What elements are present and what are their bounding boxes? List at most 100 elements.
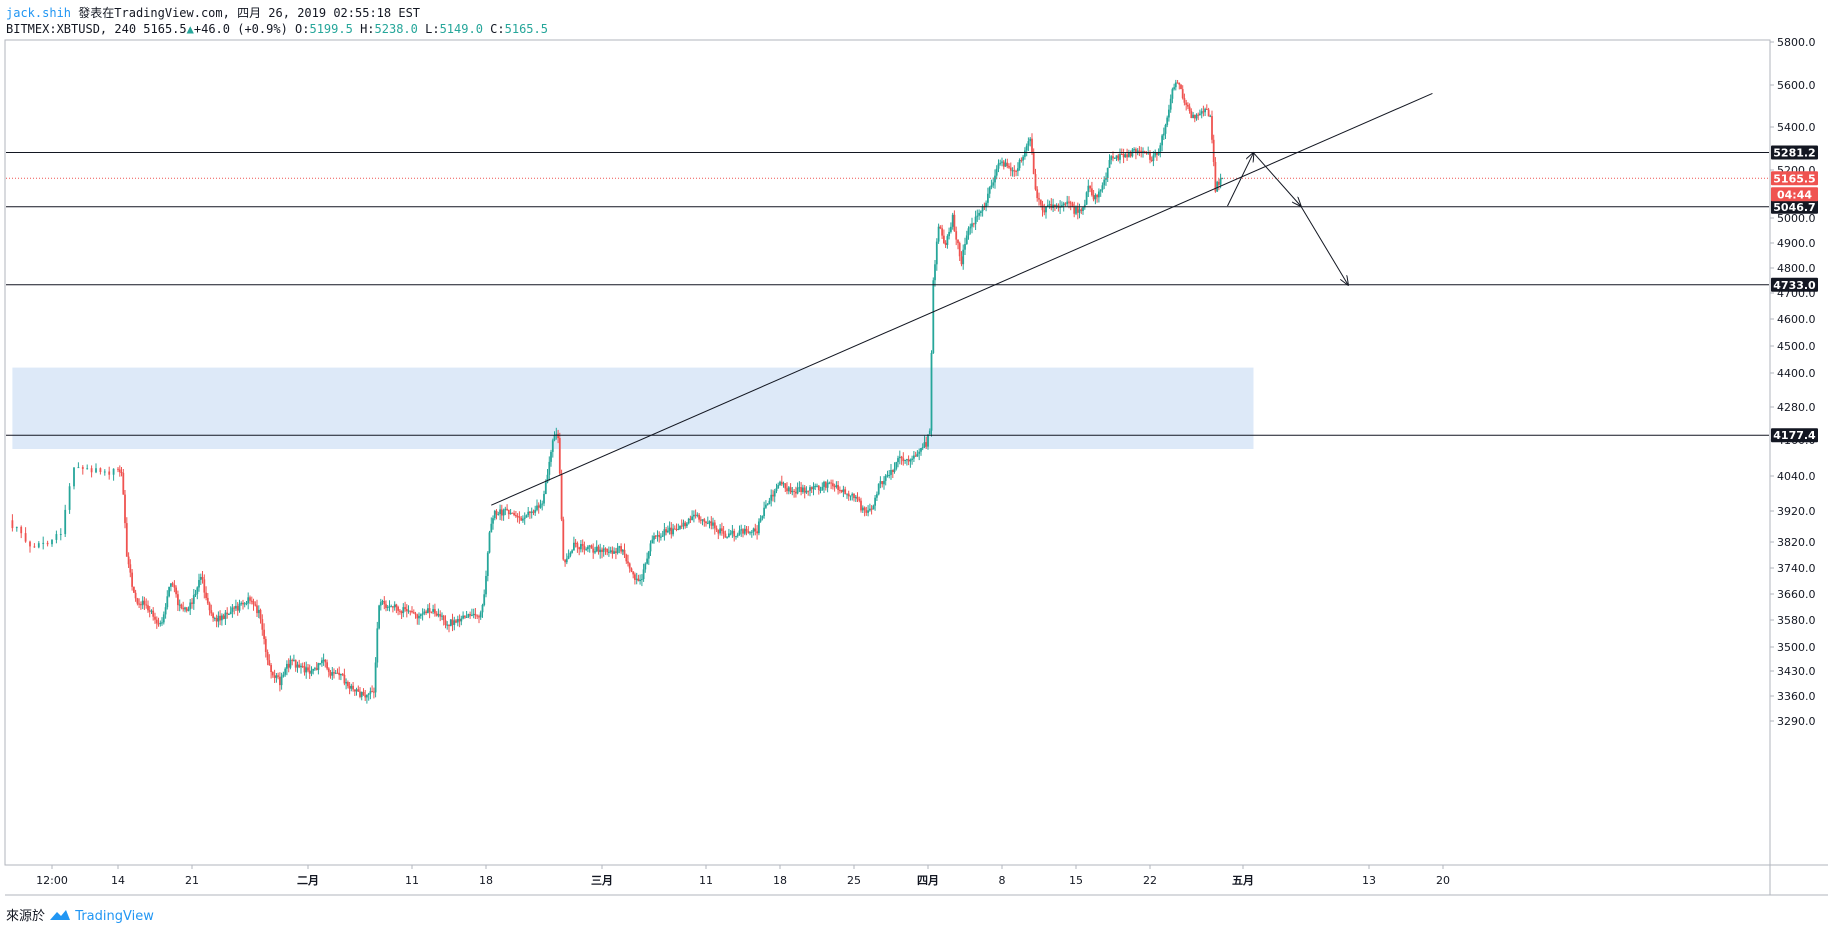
candle-body bbox=[615, 551, 617, 553]
projection-arrow[interactable] bbox=[1300, 205, 1348, 285]
candle-body bbox=[867, 510, 869, 513]
candle-body bbox=[958, 243, 961, 257]
candle-body bbox=[199, 577, 202, 580]
candle-body bbox=[653, 535, 655, 540]
tradingview-brand[interactable]: TradingView bbox=[75, 909, 154, 924]
candle-body bbox=[166, 596, 169, 608]
candle-body bbox=[261, 619, 264, 630]
candle-body bbox=[793, 490, 795, 492]
candle-body bbox=[898, 456, 901, 459]
candle-body bbox=[385, 604, 387, 608]
candle-body bbox=[967, 228, 970, 236]
candle-body bbox=[300, 665, 302, 668]
candle-body bbox=[530, 511, 533, 513]
time-tick-label: 21 bbox=[185, 874, 199, 887]
candle-body bbox=[442, 615, 445, 621]
candle-body bbox=[687, 518, 690, 524]
candle-body bbox=[858, 499, 861, 501]
candle-body bbox=[920, 448, 922, 452]
candle-body bbox=[673, 528, 676, 530]
candle-body bbox=[756, 531, 758, 534]
candle-body bbox=[1032, 152, 1035, 175]
candle-body bbox=[1128, 152, 1130, 158]
candle-body bbox=[1156, 152, 1158, 155]
candle-body bbox=[326, 662, 328, 669]
candle-body bbox=[77, 467, 80, 469]
publish-text: 發表在TradingView.com, 四月 26, 2019 02:55:18… bbox=[78, 6, 421, 20]
candle-body bbox=[409, 610, 412, 612]
candle-body bbox=[1045, 206, 1047, 213]
time-tick-label: 五月 bbox=[1232, 874, 1254, 887]
candle-body bbox=[1069, 202, 1072, 204]
candle-body bbox=[803, 487, 806, 493]
candle-body bbox=[1009, 167, 1012, 171]
candle-body bbox=[298, 664, 301, 668]
price-chart[interactable]: 5800.05600.05400.05200.05000.04900.04800… bbox=[0, 0, 1828, 900]
candle-body bbox=[620, 546, 622, 552]
candle-body bbox=[518, 516, 521, 518]
bar-countdown-tag: 04:44 bbox=[1777, 188, 1812, 201]
candle-body bbox=[715, 528, 718, 530]
candle-body bbox=[170, 583, 172, 587]
candle-body bbox=[768, 500, 771, 504]
candle-body bbox=[921, 447, 924, 449]
price-axis[interactable]: 5800.05600.05400.05200.05000.04900.04800… bbox=[1770, 36, 1816, 728]
candle-body bbox=[772, 494, 774, 497]
candle-body bbox=[338, 672, 341, 676]
candle-body bbox=[353, 689, 356, 692]
candle-body bbox=[941, 228, 943, 236]
candle-body bbox=[1122, 154, 1125, 158]
author-link[interactable]: jack.shih bbox=[6, 6, 72, 20]
demand-zone[interactable] bbox=[12, 367, 1254, 449]
projection-arrow[interactable] bbox=[1227, 153, 1254, 207]
candle-body bbox=[343, 674, 346, 684]
candle-body bbox=[182, 607, 185, 610]
candle-body bbox=[273, 675, 276, 678]
candle-body bbox=[215, 618, 218, 622]
candle-body bbox=[414, 613, 417, 615]
candle-body bbox=[242, 602, 244, 605]
candle-body bbox=[846, 493, 848, 495]
candle-body bbox=[173, 584, 176, 588]
candle-body bbox=[1188, 106, 1191, 111]
candle-body bbox=[81, 467, 84, 469]
candle-body bbox=[24, 533, 27, 542]
candle-body bbox=[980, 211, 982, 213]
candle-body bbox=[366, 694, 368, 698]
candle-body bbox=[726, 537, 728, 539]
time-axis[interactable]: 12:00 14 21 二月 11 18 三月 11 18 25 四月 8 15 22 五月 13 20 bbox=[36, 865, 1450, 887]
projection-arrow[interactable] bbox=[1253, 152, 1301, 206]
candle-body bbox=[138, 603, 140, 605]
candle-body bbox=[851, 493, 854, 496]
candle-body bbox=[632, 571, 635, 575]
candle-body bbox=[1089, 185, 1091, 189]
candle-body bbox=[388, 606, 391, 608]
candle-body bbox=[672, 528, 674, 535]
candle-body bbox=[1034, 174, 1037, 190]
tradingview-logo-icon[interactable] bbox=[49, 909, 75, 924]
candle-body bbox=[1025, 145, 1028, 151]
candle-body bbox=[647, 551, 650, 559]
trend-line[interactable] bbox=[491, 92, 1433, 506]
candle-body bbox=[590, 545, 593, 549]
candle-body bbox=[1002, 161, 1005, 167]
candle-body bbox=[400, 611, 403, 614]
candle-body bbox=[907, 459, 910, 462]
candle-body bbox=[992, 182, 995, 186]
candle-body bbox=[886, 475, 889, 477]
candle-body bbox=[682, 522, 685, 527]
candle-body bbox=[536, 505, 538, 510]
candle-body bbox=[953, 214, 956, 232]
candle-body bbox=[558, 438, 561, 474]
candle-body bbox=[485, 576, 487, 595]
candle-body bbox=[231, 607, 234, 612]
candle-body bbox=[853, 493, 855, 499]
candle-body bbox=[735, 536, 737, 538]
candle-body bbox=[733, 530, 736, 537]
time-tick-label: 18 bbox=[479, 874, 493, 887]
chart-footer: 來源於 TradingView bbox=[6, 905, 154, 924]
candle-body bbox=[527, 511, 530, 516]
current-price-tag-bg bbox=[1771, 171, 1818, 186]
candle-body bbox=[222, 615, 225, 619]
time-tick-label: 11 bbox=[405, 874, 419, 887]
